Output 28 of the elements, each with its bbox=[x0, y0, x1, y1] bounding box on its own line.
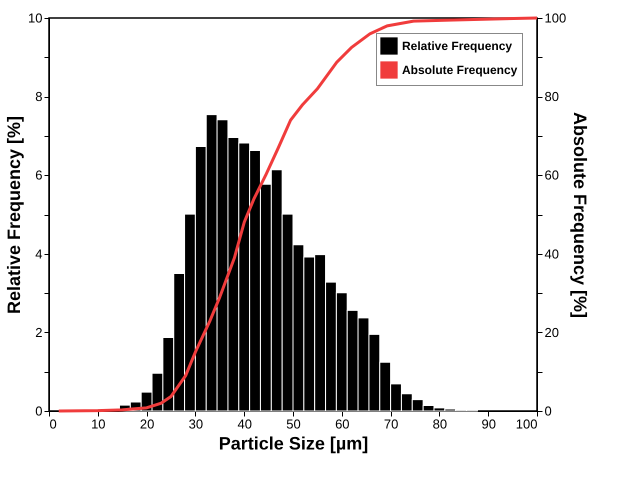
x-tick-label: 10 bbox=[91, 416, 106, 432]
y-tick-label: 4 bbox=[35, 246, 42, 262]
y2-tick-label: 80 bbox=[544, 89, 559, 104]
x-tick-label: 20 bbox=[140, 416, 154, 432]
y2-tick-label: 0 bbox=[544, 404, 552, 418]
y-tick-label: 6 bbox=[35, 168, 42, 183]
x-tick-label: 30 bbox=[188, 416, 204, 432]
y-tick-label: 10 bbox=[28, 10, 42, 26]
legend-label: Absolute Frequency bbox=[402, 63, 518, 77]
y-axis-title: Relative Frequency [%] bbox=[4, 116, 24, 314]
y2-tick-label: 60 bbox=[544, 168, 559, 183]
y2-tick-label: 20 bbox=[544, 324, 559, 340]
y-tick-label: 2 bbox=[35, 324, 42, 340]
x-tick-label: 60 bbox=[335, 416, 350, 432]
y-tick-label: 0 bbox=[35, 404, 42, 418]
y-tick-label: 8 bbox=[35, 89, 42, 104]
x-axis-title: Particle Size [µm] bbox=[218, 434, 368, 454]
legend-label: Relative Frequency bbox=[402, 39, 512, 53]
x-tick-label: 80 bbox=[432, 416, 448, 432]
x-tick-label: 0 bbox=[50, 416, 57, 432]
x-tick-label: 40 bbox=[237, 416, 252, 432]
x-tick-label: 50 bbox=[286, 416, 301, 432]
x-tick-label: 70 bbox=[384, 416, 398, 432]
y2-tick-label: 100 bbox=[544, 10, 566, 26]
x-tick-label: 90 bbox=[481, 416, 496, 432]
x-tick-label: 100 bbox=[516, 416, 538, 432]
y2-axis-title: Absolute Frequency [%] bbox=[570, 112, 590, 318]
y2-tick-label: 40 bbox=[544, 246, 559, 262]
